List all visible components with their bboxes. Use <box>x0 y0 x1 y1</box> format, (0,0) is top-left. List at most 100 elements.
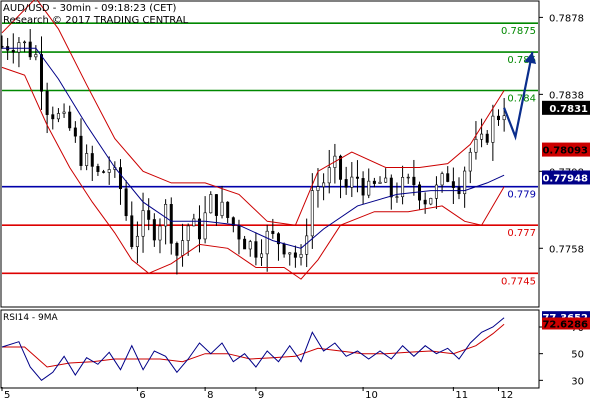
candle-body <box>231 217 235 226</box>
candle-body <box>226 201 230 218</box>
candle-body <box>237 225 241 240</box>
candle-body <box>260 253 264 258</box>
moving-average-line <box>2 47 505 249</box>
ma-tag-bg <box>542 170 590 185</box>
rsi-y-tick-label: 30 <box>571 376 584 387</box>
y-tick-label: 0.7838 <box>549 90 584 101</box>
candle-body <box>288 252 292 255</box>
rsi-ma-value-tag-bg <box>542 317 590 330</box>
bollinger-upper-line <box>1 0 505 226</box>
bollinger-tag-bg <box>542 142 590 157</box>
candle-body <box>282 243 286 255</box>
candle-body <box>152 219 156 241</box>
candle-body <box>401 176 405 198</box>
candle-body <box>45 90 49 115</box>
candle-body <box>293 252 297 258</box>
x-tick-label: 11 <box>455 390 468 400</box>
candle-body <box>23 41 27 44</box>
main-panel-frame <box>0 0 540 308</box>
candle-body <box>28 41 32 58</box>
forecast-arrow-head <box>524 52 537 64</box>
candle-body <box>310 190 314 237</box>
level-label: 0.779 <box>507 190 536 201</box>
candle-body <box>102 171 106 173</box>
candle-body <box>96 166 100 172</box>
level-label: 0.7875 <box>501 26 536 37</box>
candle-body <box>248 241 252 250</box>
candle-body <box>135 235 139 247</box>
candle-body <box>395 196 399 198</box>
candle-body <box>406 176 410 179</box>
candle-body <box>446 173 450 182</box>
candle-body <box>322 182 326 188</box>
candle-body <box>79 135 83 166</box>
candle-body <box>429 198 433 205</box>
level-label: 0.784 <box>507 94 536 105</box>
candle-body <box>480 133 484 140</box>
candle-body <box>56 113 60 120</box>
candle-body <box>468 151 472 172</box>
candle-body <box>169 204 173 244</box>
candle-body <box>451 181 455 188</box>
candle-body <box>175 243 179 256</box>
candle-body <box>440 173 444 186</box>
candle-body <box>265 230 269 255</box>
candle-body <box>107 169 111 173</box>
candle-body <box>434 184 438 199</box>
candle-body <box>243 238 247 250</box>
rsi-panel-frame <box>0 309 540 389</box>
candle-body <box>327 167 331 184</box>
forecast-arrow-line <box>503 51 534 141</box>
chart-title: AUD/USD - 30min - 09:18:23 (CET) <box>3 3 177 14</box>
candle-body <box>389 177 393 198</box>
candle-body <box>299 253 303 258</box>
x-tick-label: 6 <box>139 390 145 400</box>
candle-body <box>367 180 371 196</box>
candle-body <box>384 177 388 183</box>
candle-body <box>372 180 376 184</box>
bollinger-tag: 0.78093 <box>542 146 588 157</box>
candle-body <box>350 176 354 188</box>
rsi-y-tick-label: 50 <box>571 350 584 361</box>
candle-body <box>158 225 162 241</box>
chart-copyright: Research © 2017 TRADING CENTRAL <box>3 15 189 26</box>
candle-body <box>378 181 382 184</box>
rsi-ma-value-tag: 72.6286 <box>542 319 588 330</box>
candle-body <box>141 210 145 237</box>
candle-body <box>90 153 94 167</box>
rsi-panel-title: RSI14 - 9MA <box>3 313 59 323</box>
level-label: 0.7745 <box>501 276 536 287</box>
candle-body <box>124 188 128 217</box>
current-price-tag: 0.7831 <box>549 104 588 115</box>
candle-body <box>271 230 275 234</box>
candle-body <box>305 235 309 255</box>
y-tick-label: 0.7878 <box>549 13 584 24</box>
x-tick-label: 5 <box>4 390 10 400</box>
candle-body <box>316 186 320 191</box>
candle-body <box>181 240 185 256</box>
candle-body <box>214 194 218 216</box>
candle-body <box>485 133 489 143</box>
candle-body <box>339 155 343 180</box>
candle-body <box>51 114 55 120</box>
candle-body <box>254 241 258 258</box>
candle-body <box>355 176 359 179</box>
candle-body <box>34 54 38 58</box>
candle-body <box>203 212 207 240</box>
candle-body <box>11 49 15 53</box>
candle-body <box>118 167 122 190</box>
candle-body <box>68 111 72 129</box>
current-price-tag-bg <box>542 100 590 115</box>
x-tick-label: 9 <box>258 390 264 400</box>
candle-body <box>147 210 151 220</box>
candle-body <box>361 178 365 196</box>
candle-body <box>209 194 213 214</box>
candle-body <box>39 54 43 92</box>
y-tick-label: 0.7758 <box>549 244 584 255</box>
candle-body <box>423 199 427 205</box>
candle-body <box>85 153 89 166</box>
candle-body <box>502 115 506 121</box>
candle-body <box>0 45 4 48</box>
candle-body <box>130 215 134 247</box>
